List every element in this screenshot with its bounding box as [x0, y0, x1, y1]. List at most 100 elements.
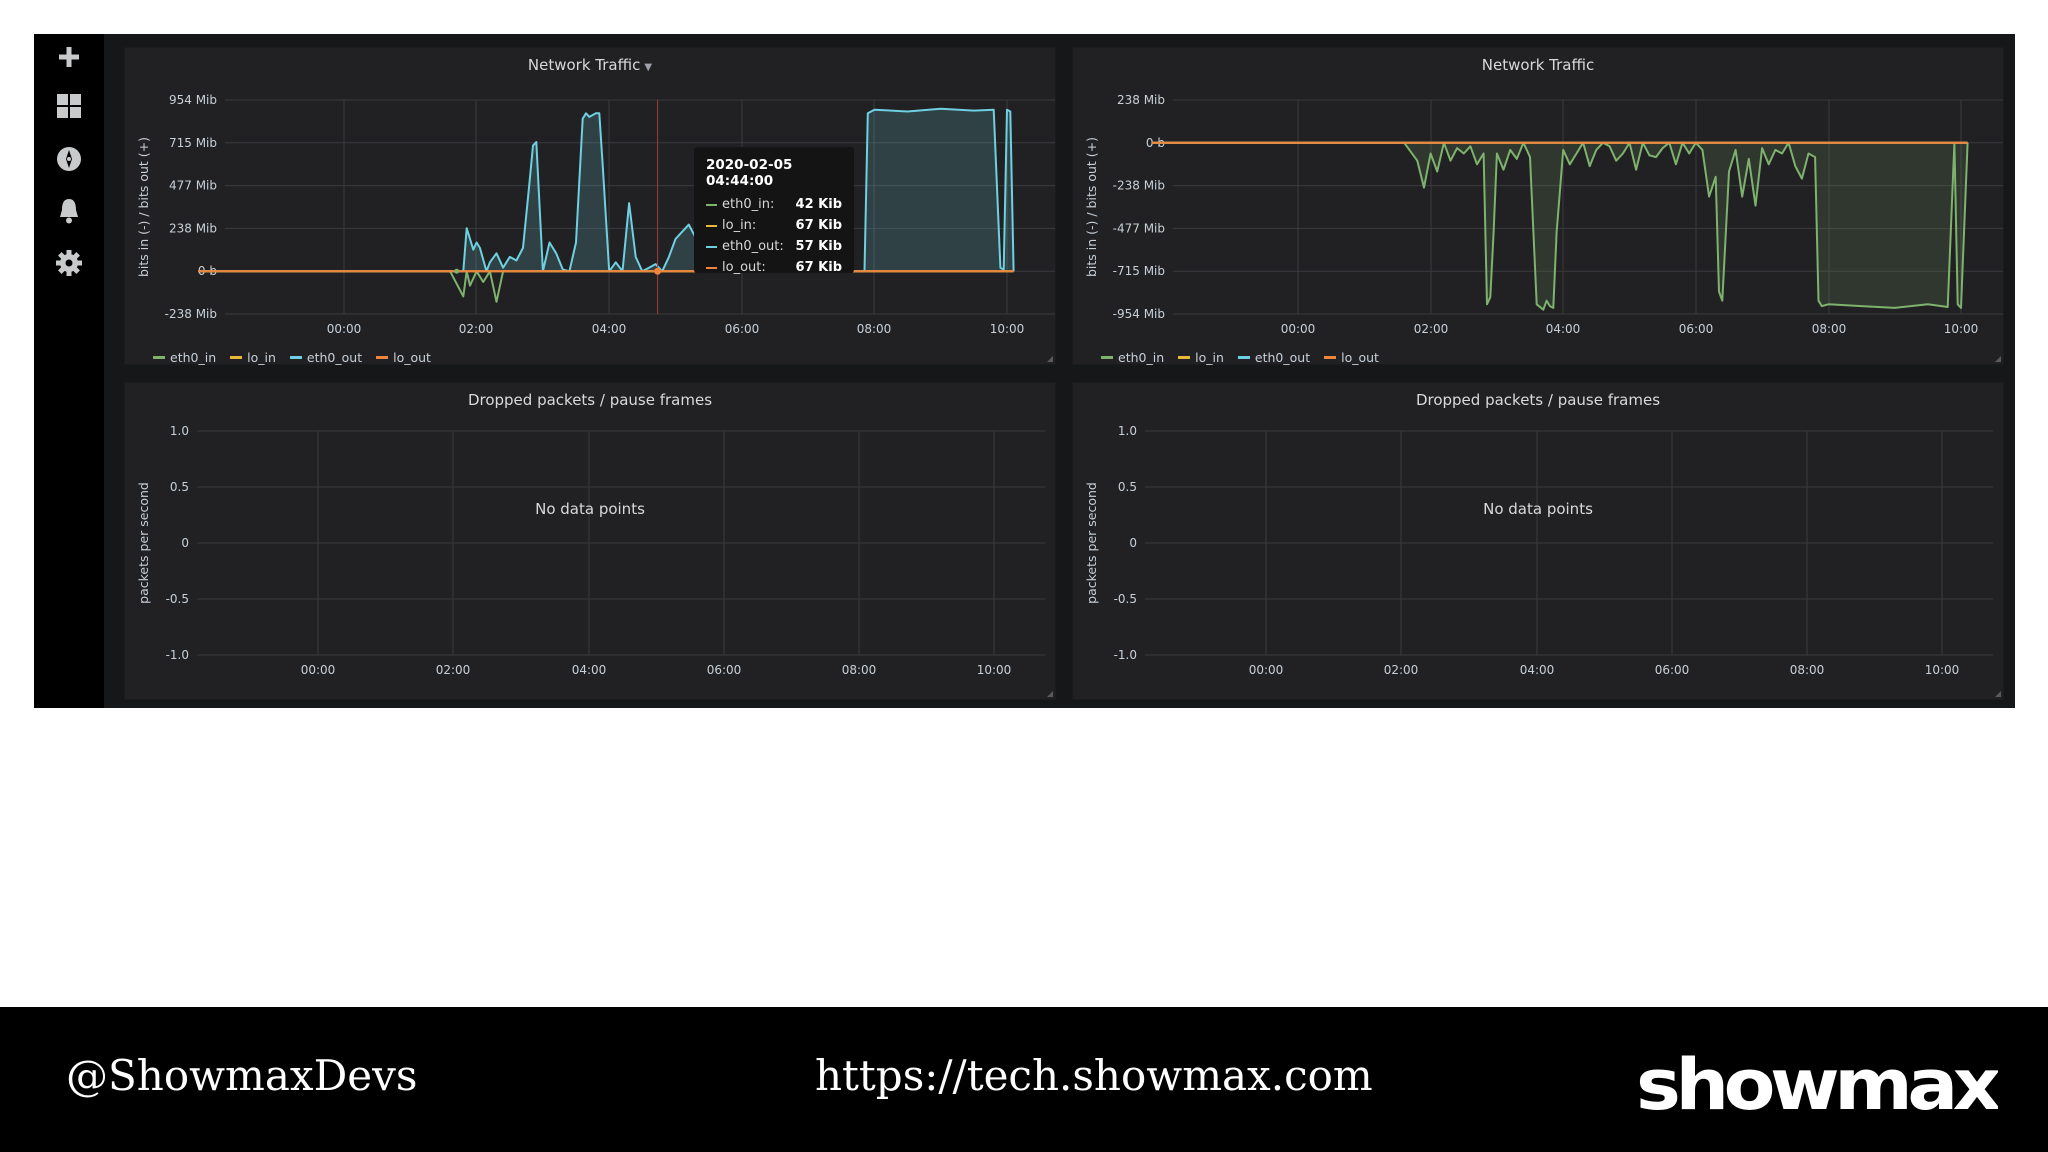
- panel-title-network-traffic-left[interactable]: Network Traffic ▼: [125, 56, 1055, 74]
- y-tick-label: 715 Mib: [169, 136, 217, 150]
- legend: eth0_in lo_in eth0_out lo_out: [1101, 350, 1379, 365]
- x-tick-label: 04:00: [1520, 663, 1555, 677]
- legend-item-eth0_in[interactable]: eth0_in: [153, 350, 216, 365]
- tooltip-row: eth0_in: 42 Kib: [706, 194, 842, 215]
- y-tick-label: -0.5: [1114, 592, 1137, 606]
- legend-label: eth0_in: [170, 350, 217, 365]
- no-data-message: No data points: [535, 500, 645, 518]
- legend-item-eth0_out[interactable]: eth0_out: [1237, 350, 1310, 365]
- x-tick-label: 08:00: [857, 322, 892, 336]
- x-tick-label: 10:00: [977, 663, 1012, 677]
- legend-item-eth0_in[interactable]: eth0_in: [1101, 350, 1164, 365]
- tooltip-series-value: 67 Kib: [795, 260, 842, 275]
- legend: eth0_in lo_in eth0_out lo_out: [153, 350, 431, 365]
- x-tick-label: 04:00: [592, 322, 627, 336]
- tooltip-series-value: 42 Kib: [795, 197, 842, 212]
- y-tick-label: -238 Mib: [1113, 179, 1165, 193]
- resize-handle[interactable]: [1995, 356, 2001, 362]
- y-tick-label: 238 Mib: [1117, 93, 1165, 107]
- chevron-down-icon[interactable]: ▼: [644, 62, 653, 73]
- legend-swatch: [230, 356, 243, 359]
- resize-handle[interactable]: [1995, 691, 2001, 697]
- y-tick-label: 0: [1129, 536, 1137, 550]
- x-tick-label: 08:00: [1790, 663, 1825, 677]
- y-axis-label: packets per second: [1084, 482, 1099, 604]
- showmax-logo: showmax: [1636, 1047, 1998, 1119]
- showmax-logo-text: showmax: [1636, 1047, 1998, 1119]
- legend-swatch: [376, 356, 389, 359]
- y-tick-label: -715 Mib: [1113, 264, 1165, 278]
- y-tick-label: 238 Mib: [169, 221, 217, 235]
- dropped-packets-chart-right[interactable]: 1.0 0.5 0 -0.5 -1.0 00:00 02:00 04:00 06:00 08:00…: [1073, 383, 2005, 701]
- panel-title-network-traffic-right[interactable]: Network Traffic: [1073, 56, 2003, 74]
- dropped-packets-panel-right: Dropped packets / pause frames 1.0 0.5 0 -0…: [1072, 382, 2004, 700]
- explore-icon[interactable]: [54, 144, 84, 174]
- tooltip-series-value: 57 Kib: [795, 239, 842, 254]
- x-tick-label: 00:00: [327, 322, 362, 336]
- legend-item-eth0_out[interactable]: eth0_out: [289, 350, 363, 365]
- x-tick-label: 00:00: [1281, 322, 1316, 336]
- resize-handle[interactable]: [1047, 691, 1053, 697]
- slide-footer: @ShowmaxDevs https://tech.showmax.com sh…: [0, 1007, 2048, 1152]
- x-tick-label: 04:00: [1546, 322, 1581, 336]
- x-tick-label: 10:00: [1925, 663, 1960, 677]
- x-tick-label: 02:00: [1414, 322, 1449, 336]
- y-tick-label: -477 Mib: [1113, 221, 1165, 235]
- tooltip-time: 2020-02-05 04:44:00: [706, 157, 793, 189]
- x-tick-label: 06:00: [1655, 663, 1690, 677]
- legend-item-lo_in[interactable]: lo_in: [1178, 350, 1224, 365]
- legend-item-lo_out[interactable]: lo_out: [376, 350, 431, 365]
- y-tick-label: -0.5: [166, 592, 189, 606]
- x-tick-label: 04:00: [572, 663, 607, 677]
- legend-swatch: [1101, 356, 1113, 359]
- y-tick-label: 477 Mib: [169, 179, 217, 193]
- dropped-packets-chart-left[interactable]: 1.0 0.5 0 -0.5 -1.0 00:00 02:00 04:00 06:00 08:00…: [125, 383, 1057, 701]
- series-area-eth0_out: [198, 108, 1014, 272]
- x-tick-label: 02:00: [459, 322, 494, 336]
- tooltip-series-name: lo_in:: [706, 215, 756, 236]
- series-line-eth0_in[interactable]: [198, 270, 1014, 303]
- alerting-bell-icon[interactable]: [54, 196, 84, 226]
- legend-label: eth0_out: [306, 350, 363, 365]
- plus-icon[interactable]: [54, 42, 84, 72]
- series-area-eth0_in: [1152, 142, 1968, 310]
- resize-handle[interactable]: [1047, 356, 1053, 362]
- legend-swatch: [289, 356, 302, 359]
- y-tick-label: -1.0: [166, 648, 189, 662]
- y-axis-label: bits in (-) / bits out (+): [136, 137, 151, 277]
- y-tick-label: 0.5: [170, 480, 189, 494]
- y-tick-label: 0.5: [1118, 480, 1137, 494]
- panel-title-text: Network Traffic: [527, 56, 641, 74]
- sidebar: [34, 34, 104, 708]
- x-tick-label: 02:00: [1384, 663, 1419, 677]
- tooltip-row: eth0_out: 57 Kib: [706, 236, 842, 257]
- dashboards-icon[interactable]: [54, 91, 84, 121]
- network-traffic-panel-left: Network Traffic ▼ 954 Mib 715 Mib 477 Mib 23…: [124, 47, 1056, 365]
- x-tick-label: 02:00: [436, 663, 471, 677]
- x-tick-label: 06:00: [725, 322, 760, 336]
- tooltip-row: lo_out: 67 Kib: [706, 257, 842, 278]
- series-line-eth0_in[interactable]: [1152, 141, 1969, 311]
- data-point: [454, 268, 460, 274]
- panel-title-dropped-left[interactable]: Dropped packets / pause frames: [125, 391, 1055, 409]
- legend-item-lo_in[interactable]: lo_in: [230, 350, 276, 365]
- footer-url[interactable]: https://tech.showmax.com: [815, 1051, 1373, 1100]
- y-tick-label: -954 Mib: [1113, 307, 1165, 321]
- x-tick-label: 06:00: [1679, 322, 1714, 336]
- legend-label: lo_in: [1195, 350, 1224, 365]
- tooltip-series-name: eth0_in:: [706, 194, 774, 215]
- dropped-packets-panel-left: Dropped packets / pause frames 1.0 0.5 0 -0…: [124, 382, 1056, 700]
- y-tick-label: 0: [181, 536, 189, 550]
- panel-title-dropped-right[interactable]: Dropped packets / pause frames: [1073, 391, 2003, 409]
- configuration-gear-icon[interactable]: [54, 248, 84, 278]
- no-data-message: No data points: [1483, 500, 1593, 518]
- tooltip-row: lo_in: 67 Kib: [706, 215, 842, 236]
- legend-item-lo_out[interactable]: lo_out: [1324, 350, 1379, 365]
- y-tick-label: 954 Mib: [169, 93, 217, 107]
- y-axis-label: packets per second: [136, 482, 151, 604]
- x-tick-label: 10:00: [1944, 322, 1979, 336]
- legend-swatch: [1178, 356, 1191, 359]
- tooltip-series-name: lo_out:: [706, 257, 766, 278]
